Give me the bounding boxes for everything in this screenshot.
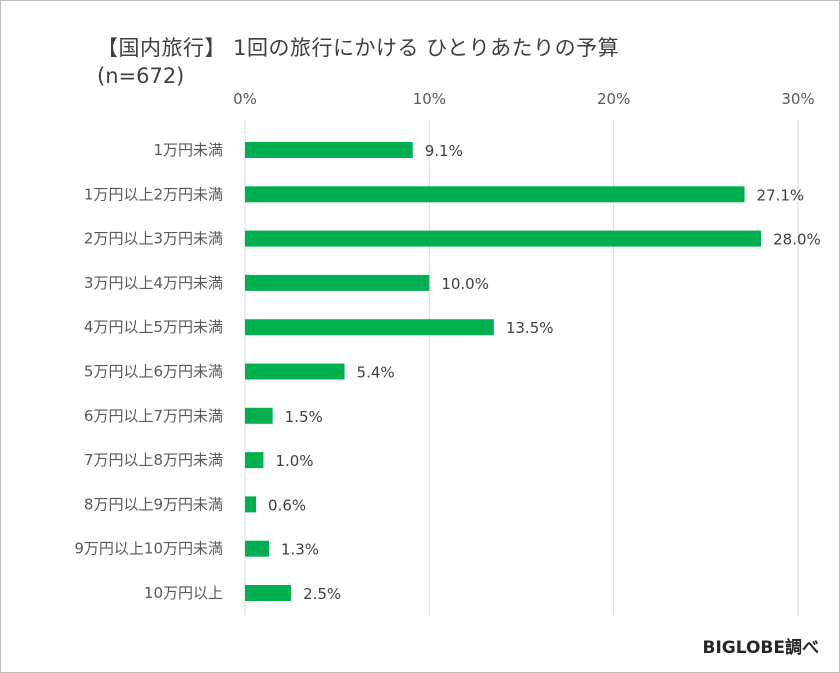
x-tick-label: 30% bbox=[781, 90, 814, 108]
data-label: 5.4% bbox=[357, 364, 395, 382]
category-label: 2万円以上3万円未満 bbox=[84, 230, 223, 248]
source-note: BIGLOBE調べ bbox=[702, 638, 820, 658]
category-label: 1万円以上2万円未満 bbox=[84, 185, 223, 203]
data-label: 1.5% bbox=[285, 408, 323, 426]
bar bbox=[245, 142, 413, 158]
data-label: 9.1% bbox=[425, 142, 463, 160]
bar bbox=[245, 186, 745, 203]
data-label: 28.0% bbox=[773, 231, 821, 249]
bar bbox=[245, 496, 257, 513]
category-label: 3万円以上4万円未満 bbox=[84, 274, 223, 292]
bar bbox=[245, 407, 273, 424]
data-label: 10.0% bbox=[441, 275, 489, 293]
chart-subtitle: (n=672) bbox=[97, 64, 185, 88]
data-label: 13.5% bbox=[506, 319, 554, 337]
bar bbox=[245, 274, 430, 291]
category-label: 1万円未満 bbox=[153, 141, 223, 159]
x-tick-label: 10% bbox=[413, 90, 446, 108]
category-label: 4万円以上5万円未満 bbox=[84, 318, 223, 336]
bar bbox=[245, 319, 494, 336]
x-tick-label: 20% bbox=[597, 90, 630, 108]
data-label: 1.0% bbox=[275, 452, 313, 470]
bar bbox=[245, 363, 345, 380]
x-tick-label: 0% bbox=[233, 90, 257, 108]
data-label: 0.6% bbox=[268, 496, 306, 514]
data-label: 2.5% bbox=[303, 585, 341, 603]
bar bbox=[245, 540, 269, 557]
category-label: 7万円以上8万円未満 bbox=[84, 451, 223, 469]
category-label: 10万円以上 bbox=[144, 584, 223, 602]
bar bbox=[245, 585, 292, 601]
bar bbox=[245, 452, 264, 469]
category-label: 8万円以上9万円未満 bbox=[84, 495, 223, 513]
chart-title: 【国内旅行】 1回の旅行にかける ひとりあたりの予算 bbox=[97, 36, 620, 60]
category-label: 9万円以上10万円未満 bbox=[74, 540, 223, 558]
data-label: 27.1% bbox=[757, 186, 805, 204]
category-label: 6万円以上7万円未満 bbox=[84, 407, 223, 425]
bar bbox=[245, 230, 762, 247]
category-label: 5万円以上6万円未満 bbox=[84, 363, 223, 381]
data-label: 1.3% bbox=[281, 541, 319, 559]
